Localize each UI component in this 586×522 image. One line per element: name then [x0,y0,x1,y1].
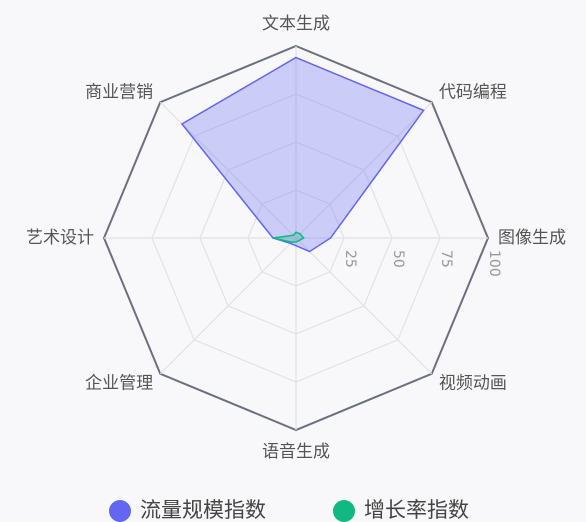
r-tick-label: 25 [342,250,358,268]
legend-swatch [333,500,355,522]
series-area [180,56,425,253]
category-label: 图像生成 [498,228,566,248]
series-area [272,231,305,243]
category-label: 艺术设计 [26,228,94,248]
category-label: 企业管理 [85,373,153,393]
r-tick-label: 100 [486,250,502,277]
category-label: 文本生成 [262,14,330,34]
r-tick-label: 50 [390,250,406,268]
category-label: 视频动画 [439,373,507,393]
marks [180,56,425,253]
axis-line [295,101,433,239]
axis-line [159,237,297,375]
legend-label: 增长率指数 [364,498,469,522]
category-label: 商业营销 [85,83,153,103]
legend-swatch [109,500,131,522]
category-label: 语音生成 [262,442,330,462]
legend-label: 流量规模指数 [140,498,266,522]
r-tick-label: 75 [438,250,454,268]
axis-line [295,237,433,375]
category-label: 代码编程 [439,83,507,103]
grid [102,44,490,432]
